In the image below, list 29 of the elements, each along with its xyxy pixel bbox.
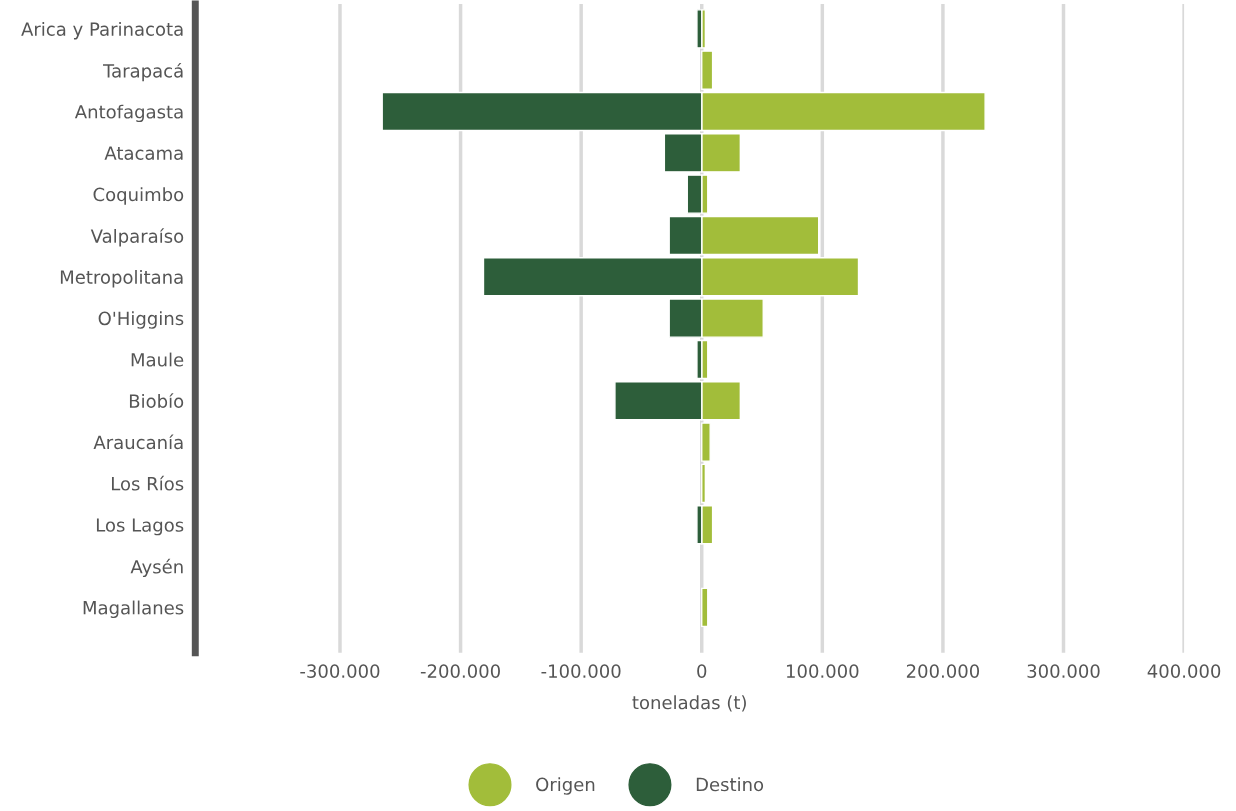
y-tick-label: Valparaíso [90,228,184,247]
bar [701,587,709,628]
x-tick-label: -200.000 [420,664,500,678]
y-tick-label: Maule [131,352,184,367]
bar [701,422,711,462]
y-tick-label: Metropolitana [60,269,183,288]
y-tick-label: Los Lagos [96,518,184,536]
x-tick-label: 100.000 [786,664,859,678]
y-tick-label: Los Ríos [112,475,184,491]
legend-label: Destino [696,777,764,792]
y-tick-label: Atacama [104,146,183,160]
x-tick-label: 400.000 [1147,664,1221,678]
y-tick-label: Biobío [129,393,184,408]
y-tick-label: Magallanes [83,600,184,619]
x-tick-label: 300.000 [1027,664,1100,678]
y-tick-label: Araucanía [93,434,183,450]
bar [701,463,707,504]
x-tick-label: -300.000 [300,664,380,678]
y-tick-label: Arica y Parinacota [21,21,183,40]
x-tick-label: 0 [697,664,707,678]
legend-label: Origen [536,777,595,795]
x-tick-label: 200.000 [906,664,980,678]
y-tick-label: O'Higgins [98,311,184,329]
y-tick-label: Coquimbo [93,187,184,205]
x-tick-label: -100.000 [541,664,621,678]
y-tick-label: Tarapacá [103,62,183,82]
x-axis-title: toneladas (t) [632,695,746,712]
y-tick-label: Aysén [130,558,183,578]
y-tick-label: Antofagasta [74,104,183,123]
